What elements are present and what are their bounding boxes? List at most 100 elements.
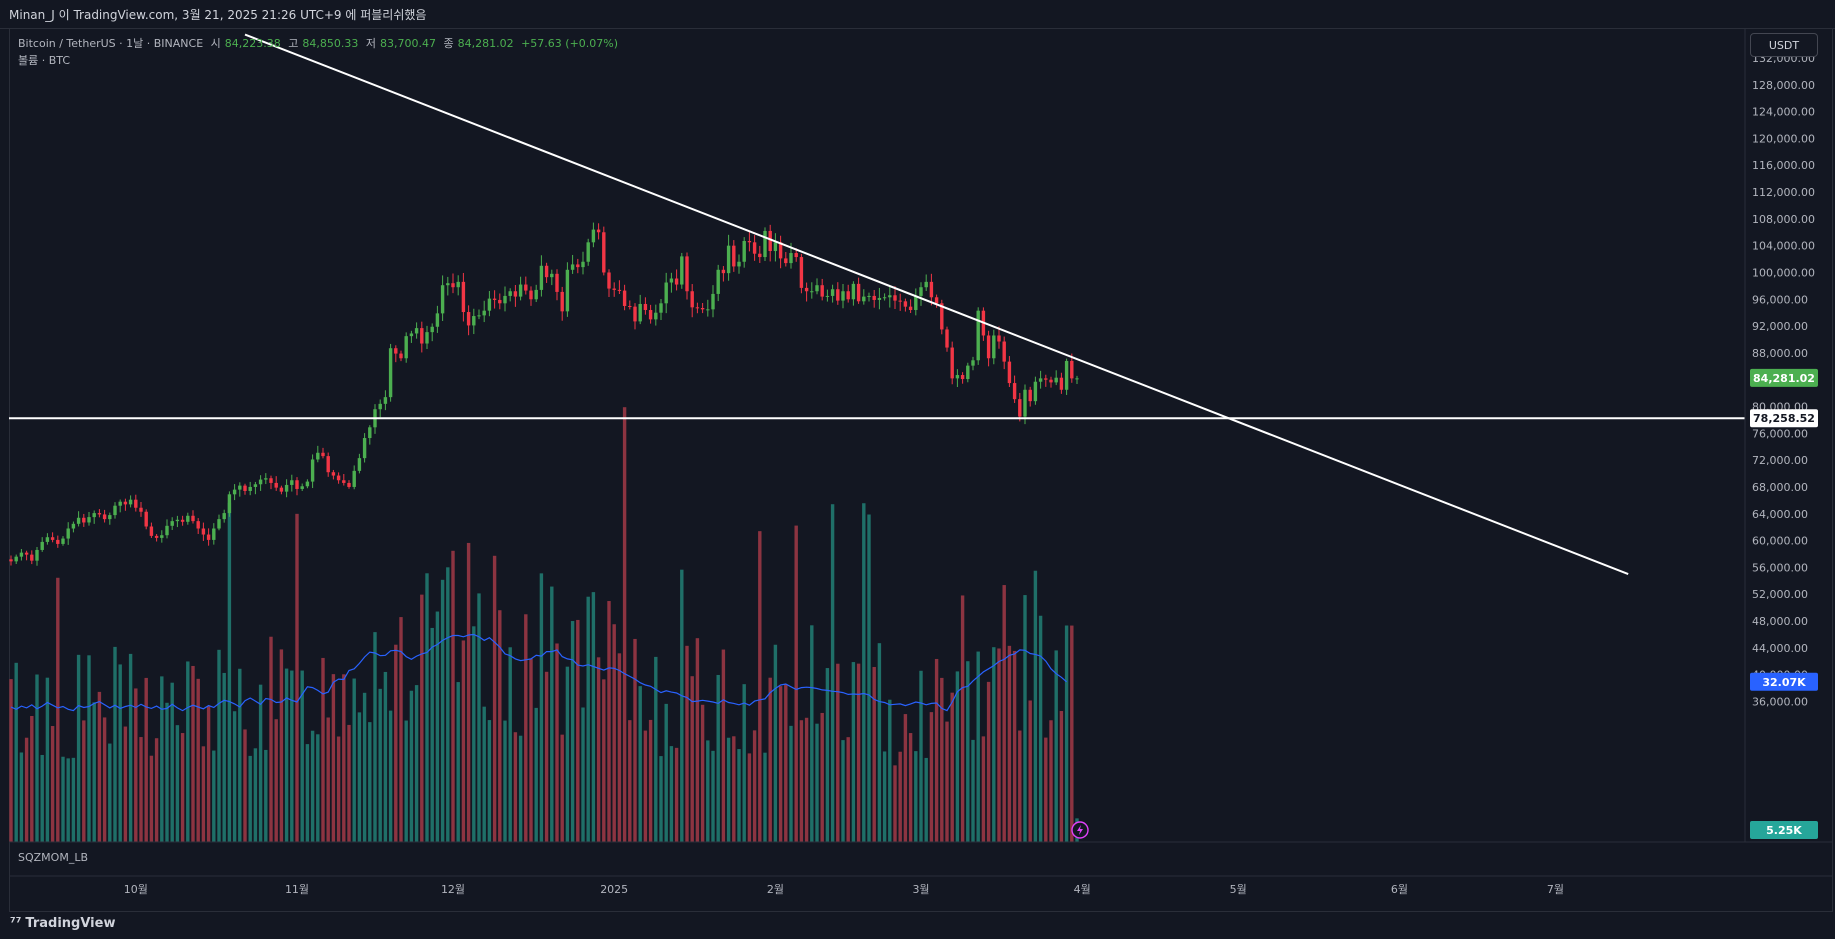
volume-bar: [659, 756, 663, 842]
candle-body: [924, 281, 928, 288]
volume-bar: [264, 749, 268, 842]
volume-bar: [622, 407, 627, 842]
price-tick: 48,000.00: [1752, 615, 1808, 628]
volume-bar: [586, 596, 590, 842]
price-tick: 68,000.00: [1752, 481, 1808, 494]
volume-bar: [310, 730, 315, 842]
volume-bar: [674, 747, 679, 842]
tradingview-logo[interactable]: ⁷⁷ TradingView: [10, 916, 115, 931]
alert-lightning-icon[interactable]: [1071, 821, 1089, 839]
low-label: 저: [365, 37, 376, 50]
volume-bar: [778, 686, 783, 842]
volume-bar: [409, 690, 414, 842]
volume-bar: [290, 670, 294, 842]
candle-body: [139, 507, 143, 512]
volume-bar: [820, 712, 824, 842]
low-value: 83,700.47: [380, 37, 436, 50]
volume-bar: [841, 740, 845, 842]
candle-body: [45, 537, 50, 542]
volume-bar: [1064, 625, 1069, 842]
volume-bar: [950, 692, 954, 842]
volume-bar: [742, 684, 746, 842]
volume-bar: [700, 704, 705, 842]
candle-body: [617, 289, 622, 291]
volume-bar: [232, 711, 237, 842]
volume-bar: [763, 752, 767, 842]
volume-bar: [648, 719, 653, 842]
volume-bar: [716, 674, 720, 842]
candle-body: [305, 481, 310, 487]
candle-body: [882, 297, 887, 299]
candle-body: [810, 291, 814, 293]
candle-body: [24, 552, 29, 555]
candle-body: [253, 484, 258, 487]
volume-bar: [498, 610, 502, 842]
candle-body: [420, 328, 424, 344]
candle-body: [799, 257, 804, 288]
volume-bar: [846, 737, 850, 842]
candle-body: [784, 258, 788, 264]
candle-body: [264, 478, 268, 480]
volume-bar: [773, 644, 778, 842]
symbol-name[interactable]: Bitcoin / TetherUS · 1날 · BINANCE: [18, 37, 204, 50]
time-tick: 7월: [1547, 883, 1564, 896]
volume-bar: [154, 738, 159, 842]
chart-frame: [9, 28, 1833, 912]
candle-body: [721, 269, 726, 274]
candle-body: [321, 452, 325, 457]
volume-bar: [825, 668, 830, 842]
volume-bar: [128, 653, 133, 842]
volume-bar: [888, 699, 892, 842]
volume-bar: [14, 662, 18, 842]
candle-body: [482, 310, 486, 316]
candle-body: [664, 282, 668, 304]
price-tick: 120,000.00: [1752, 132, 1815, 145]
volume-bar: [711, 750, 715, 842]
volume-bar: [539, 573, 544, 842]
volume-bar: [690, 676, 694, 842]
candle-body: [342, 480, 346, 483]
candle-body: [539, 265, 544, 290]
candle-body: [565, 269, 570, 312]
volume-bar: [279, 649, 284, 842]
candle-body: [893, 295, 897, 301]
volume-bar: [284, 668, 289, 842]
volume-bar: [227, 502, 232, 842]
volume-bar: [872, 667, 876, 842]
candle-body: [622, 290, 627, 306]
candle-body: [56, 539, 60, 544]
price-tick: 92,000.00: [1752, 320, 1808, 333]
price-tick: 112,000.00: [1752, 186, 1815, 199]
volume-legend[interactable]: 볼륨 · BTC: [18, 54, 71, 67]
currency-button[interactable]: USDT: [1750, 33, 1818, 57]
volume-bar: [352, 678, 356, 842]
candle-body: [685, 256, 689, 292]
candle-body: [388, 348, 393, 398]
candle-body: [160, 535, 164, 538]
volume-bar: [737, 749, 741, 842]
candle-body: [446, 283, 450, 286]
volume-bar: [929, 712, 934, 842]
last-price-tag-bg: [1750, 368, 1818, 387]
candle-body: [1064, 360, 1069, 390]
candle-body: [206, 534, 211, 540]
candle-body: [492, 298, 497, 300]
volume-bar: [1059, 711, 1064, 842]
candle-body: [295, 480, 299, 489]
volume-bar: [524, 614, 528, 842]
candle-body: [186, 515, 190, 522]
indicator-label[interactable]: SQZMOM_LB: [18, 851, 88, 864]
volume-bar: [784, 684, 788, 842]
volume-bar: [378, 688, 382, 842]
candle-body: [336, 475, 341, 481]
volume-bar: [919, 670, 923, 842]
candle-body: [518, 284, 523, 297]
candle-body: [357, 458, 362, 471]
candle-body: [222, 513, 226, 520]
volume-last-tag: 5.25K: [1766, 824, 1802, 837]
candle-body: [76, 517, 81, 524]
candle-body: [394, 348, 398, 354]
downtrend-line[interactable]: [244, 33, 1629, 576]
candle-body: [414, 328, 419, 334]
